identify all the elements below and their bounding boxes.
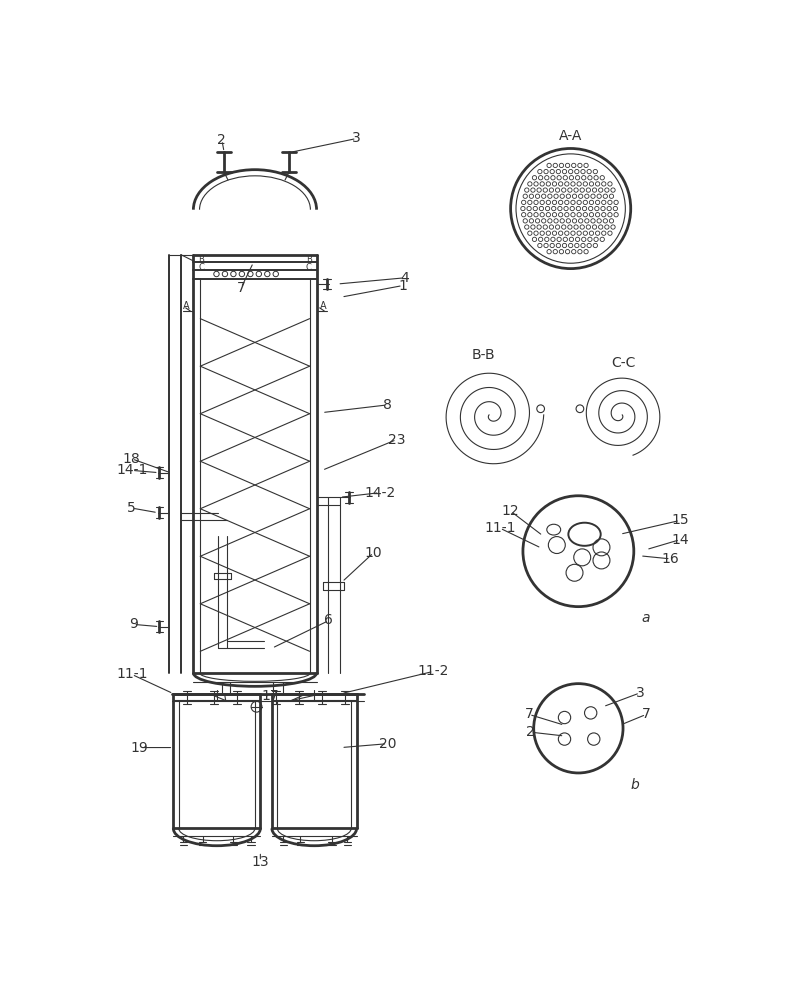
Text: 1: 1 (397, 279, 407, 293)
Text: C-C: C-C (611, 356, 635, 370)
Text: A: A (182, 301, 190, 311)
Text: 7: 7 (236, 281, 245, 295)
Text: 3: 3 (635, 686, 643, 700)
Text: 14-2: 14-2 (364, 486, 395, 500)
Text: 5: 5 (127, 501, 136, 515)
Text: 11-1: 11-1 (116, 667, 147, 681)
Text: 19: 19 (130, 741, 149, 755)
Text: 2: 2 (526, 725, 534, 739)
Text: 17: 17 (261, 689, 279, 703)
Text: 12: 12 (501, 504, 519, 518)
Text: B: B (198, 255, 204, 264)
Text: 4: 4 (399, 271, 408, 285)
Text: B-B: B-B (471, 348, 495, 362)
Text: 8: 8 (382, 398, 391, 412)
Text: 2: 2 (218, 133, 226, 147)
Text: C: C (198, 263, 204, 272)
Text: 11-2: 11-2 (418, 664, 449, 678)
Text: A: A (320, 301, 327, 311)
Text: 14-1: 14-1 (116, 463, 147, 477)
Text: A-A: A-A (558, 129, 581, 143)
Text: 7: 7 (524, 707, 533, 721)
Text: 20: 20 (378, 737, 396, 751)
Text: 13: 13 (251, 855, 269, 869)
Text: 18: 18 (123, 452, 141, 466)
Text: 9: 9 (128, 617, 137, 631)
Text: 6: 6 (324, 613, 333, 628)
Text: 10: 10 (365, 546, 382, 560)
Text: 3: 3 (352, 131, 361, 145)
Text: 23: 23 (387, 433, 405, 447)
Text: 11-1: 11-1 (483, 521, 515, 535)
Text: 15: 15 (671, 513, 688, 527)
Text: 14: 14 (671, 533, 688, 547)
Text: 7: 7 (641, 707, 650, 721)
Text: C: C (306, 263, 312, 272)
Text: B: B (306, 255, 312, 264)
Text: 16: 16 (661, 552, 679, 566)
Text: a: a (640, 611, 649, 625)
Text: b: b (630, 778, 638, 792)
